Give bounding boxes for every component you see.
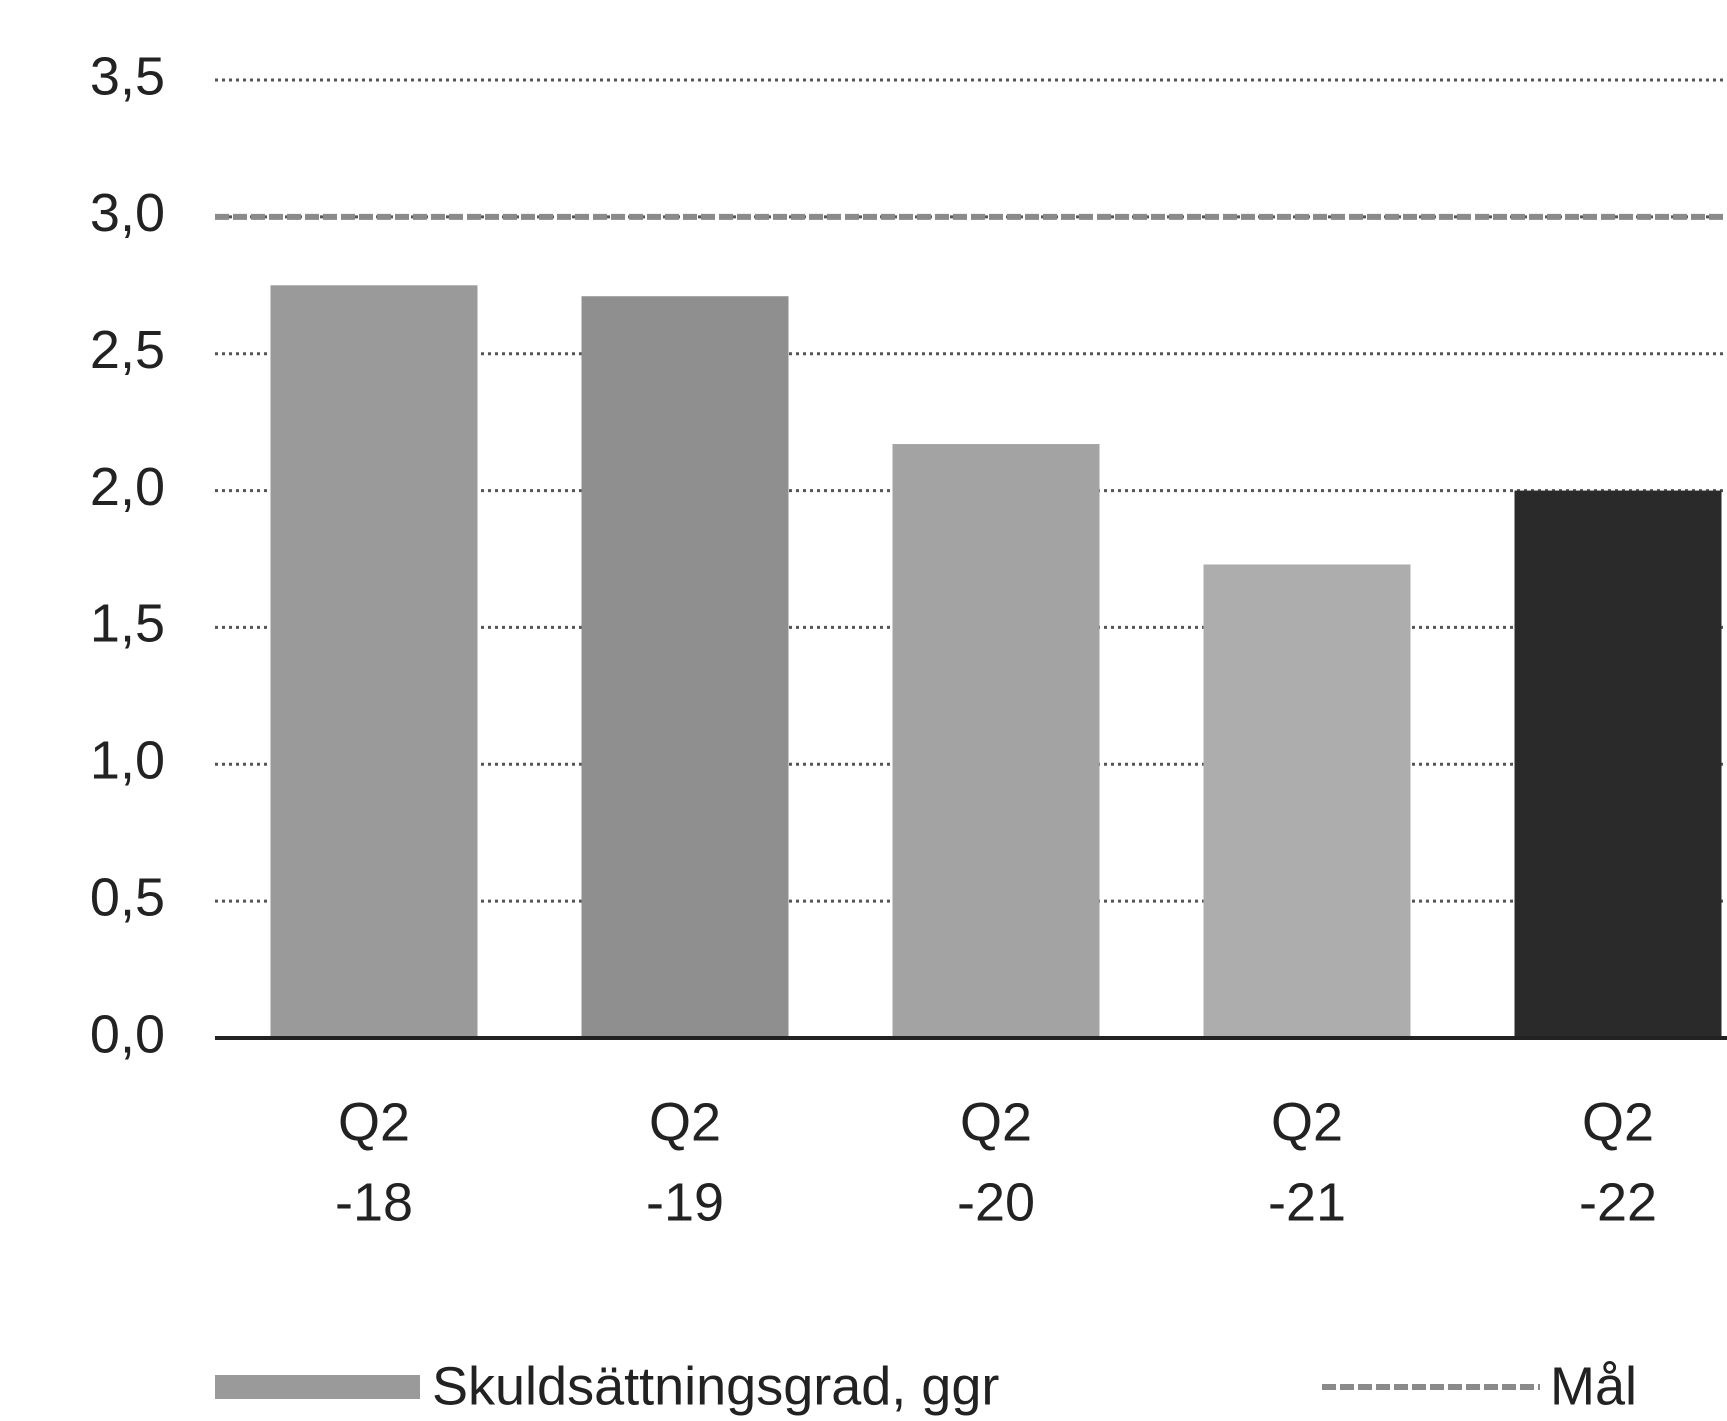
x-tick-label: -18 — [335, 1172, 413, 1232]
y-tick-label: 1,5 — [90, 594, 165, 654]
x-tick-label: -21 — [1268, 1172, 1346, 1232]
x-tick-label: Q2 — [1582, 1092, 1654, 1152]
y-tick-label: 3,0 — [90, 183, 165, 243]
y-tick-label: 0,0 — [90, 1004, 165, 1064]
x-tick-label: Q2 — [960, 1092, 1032, 1152]
bar — [581, 296, 789, 1039]
y-tick-label: 3,5 — [90, 46, 165, 106]
legend-label: Skuldsättningsgrad, ggr — [432, 1356, 999, 1416]
bar — [1514, 490, 1722, 1039]
bar — [270, 285, 478, 1038]
legend-label: Mål — [1550, 1356, 1637, 1416]
x-tick-label: -22 — [1579, 1172, 1657, 1232]
bar — [1203, 564, 1411, 1038]
y-tick-label: 1,0 — [90, 731, 165, 791]
y-tick-label: 0,5 — [90, 867, 165, 927]
y-tick-label: 2,5 — [90, 320, 165, 380]
x-tick-label: -19 — [646, 1172, 724, 1232]
legend-swatch — [215, 1375, 420, 1399]
x-tick-label: Q2 — [1271, 1092, 1343, 1152]
x-tick-label: Q2 — [338, 1092, 410, 1152]
y-tick-label: 2,0 — [90, 457, 165, 517]
x-tick-label: Q2 — [649, 1092, 721, 1152]
x-tick-label: -20 — [957, 1172, 1035, 1232]
bar — [892, 444, 1100, 1038]
